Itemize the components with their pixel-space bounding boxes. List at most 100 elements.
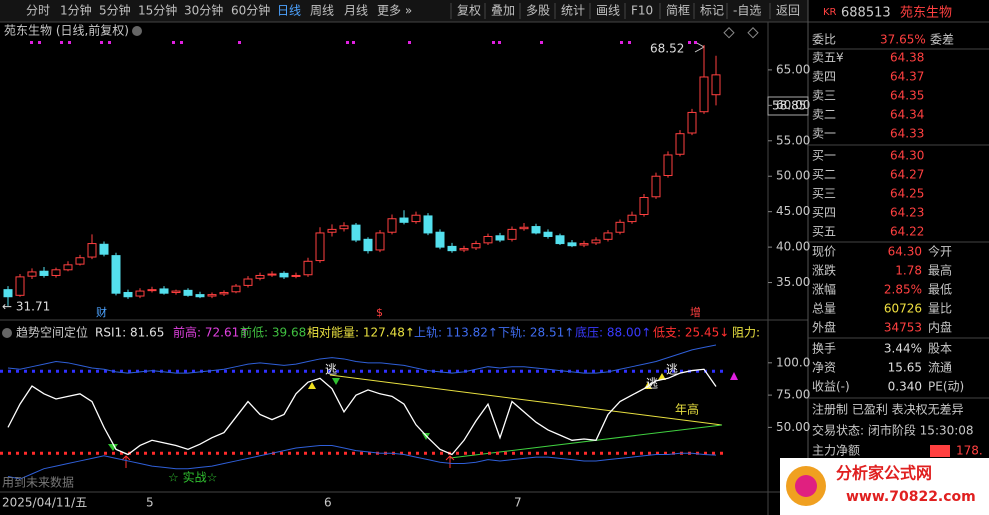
candle-body — [555, 235, 565, 245]
y-tick-label: 75.00 — [776, 388, 810, 402]
period-tab[interactable]: 15分钟 — [138, 3, 177, 18]
arrow — [445, 455, 455, 468]
period-tab[interactable]: 60分钟 — [231, 3, 270, 18]
icon[interactable] — [747, 27, 759, 39]
candle-body — [147, 289, 157, 292]
tool-button[interactable]: 简框 — [666, 4, 690, 18]
candle-body — [51, 269, 61, 276]
tool-button[interactable]: 复权 — [457, 4, 481, 18]
y-tick-label: 60.00 — [776, 98, 810, 112]
y-tick-label: 45.00 — [776, 204, 810, 218]
tags: 注册制 已盈利 表决权无差异 — [812, 402, 964, 417]
ask-label: 卖五¥ — [812, 51, 844, 65]
candle-body — [543, 231, 553, 237]
candle-body — [363, 238, 373, 252]
menu-icon[interactable] — [132, 26, 142, 36]
signal — [658, 373, 666, 380]
arrow — [121, 455, 131, 468]
tool-button[interactable]: 多股 — [526, 4, 550, 18]
period-tab[interactable]: 月线 — [344, 4, 368, 18]
tool-button[interactable]: -自选 — [733, 4, 761, 18]
legend-item: 相对能量: 127.48↑ — [307, 326, 415, 340]
bid-price: 64.25 — [890, 187, 924, 201]
period-tab[interactable]: 周线 — [310, 4, 334, 18]
signal-dot — [238, 41, 241, 44]
stat-label: 外盘 — [812, 320, 836, 335]
menu-icon[interactable] — [2, 328, 12, 338]
flow-bar — [930, 445, 950, 457]
stat-label: 总量 — [812, 302, 836, 316]
period-tab[interactable]: 分时 — [26, 4, 50, 18]
candle-body — [423, 215, 433, 234]
period-tab[interactable]: 1分钟 — [60, 3, 92, 18]
candle-body — [339, 225, 349, 230]
candle-body — [303, 260, 313, 276]
stat-value: 0.340 — [888, 380, 922, 394]
tool-button[interactable]: 叠加 — [491, 4, 515, 18]
stat-label: PE(动) — [928, 380, 964, 394]
candle-body — [243, 278, 253, 286]
ask-label: 卖二 — [812, 108, 836, 122]
signal-dot — [68, 41, 71, 44]
stat-label: 最高 — [928, 263, 952, 278]
legend-item: 低支: 25.45↓ — [653, 326, 729, 340]
indicator-line — [7, 344, 717, 374]
x-tick-label: 6 — [324, 496, 332, 510]
ask-label: 卖四 — [812, 70, 836, 84]
candle-body — [687, 111, 697, 134]
trend-line — [449, 424, 723, 459]
y-tick-label: 40.00 — [776, 240, 810, 254]
stat-value: 2.85% — [884, 283, 922, 297]
period-tab[interactable]: 日线 — [277, 4, 301, 18]
y-tick-label: 100.0 — [776, 355, 810, 369]
candle-body — [15, 276, 25, 296]
signal-dot — [38, 41, 41, 44]
bid-label: 买三 — [812, 187, 836, 201]
chart-title: 苑东生物 (日线,前复权) — [4, 23, 129, 38]
bid-price: 64.30 — [890, 149, 924, 163]
period-tab[interactable]: 更多 » — [377, 4, 412, 18]
ask-price: 64.35 — [890, 89, 924, 103]
tool-button[interactable]: 返回 — [776, 4, 800, 18]
candle-body — [531, 226, 541, 234]
tool-button[interactable]: 统计 — [561, 4, 585, 18]
period-tab[interactable]: 30分钟 — [184, 3, 223, 18]
candle-body — [435, 231, 445, 248]
candle-body — [483, 235, 493, 244]
event-marker: 财 — [96, 305, 107, 319]
watermark-name: 分析家公式网 — [836, 464, 932, 483]
candle-body — [627, 214, 637, 223]
toolbar-bg — [0, 0, 808, 22]
candle-body — [387, 218, 397, 233]
tool-button[interactable]: F10 — [631, 4, 653, 18]
stat-value: 64.30 — [888, 245, 922, 259]
period-tab[interactable]: 5分钟 — [99, 3, 131, 18]
candle-body — [3, 289, 13, 298]
label: 委比 — [812, 33, 836, 47]
signal-dot — [688, 41, 691, 44]
candle-body — [459, 248, 469, 251]
tool-button[interactable]: 标记 — [700, 4, 724, 18]
candle-body — [327, 228, 337, 233]
watermark-logo — [795, 475, 817, 497]
label: 委差 — [930, 33, 954, 47]
stat-value: 34753 — [884, 321, 922, 335]
signal — [730, 372, 738, 380]
tool-button[interactable]: 画线 — [596, 4, 620, 18]
candle-body — [675, 133, 685, 155]
legend-item: 上轨: 113.82↑ — [414, 326, 498, 340]
signal-dot — [540, 41, 543, 44]
annotation: 逃 — [666, 363, 678, 377]
trend-line — [329, 374, 723, 426]
candle-body — [39, 270, 49, 276]
icon[interactable] — [723, 27, 735, 39]
candle-body — [99, 243, 109, 255]
y-tick-label: 65.00 — [776, 62, 810, 76]
x-tick-label: 5 — [146, 496, 154, 510]
indicator-title: 趋势空间定位 — [16, 325, 88, 340]
candle-body — [279, 272, 289, 278]
stat-value: 1.78 — [895, 264, 922, 278]
bid-price: 64.23 — [890, 206, 924, 220]
bid-price: 64.27 — [890, 168, 924, 182]
